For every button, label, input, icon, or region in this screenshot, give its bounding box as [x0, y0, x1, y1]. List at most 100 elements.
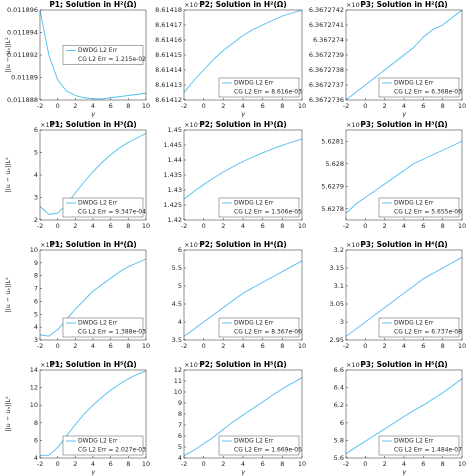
x-axis-label: γ: [402, 110, 407, 118]
legend-label: DWDG L2 Err: [394, 438, 434, 445]
legend-box: [218, 77, 300, 98]
x-axis-label: γ: [241, 468, 246, 476]
x-tick-label: 6: [261, 342, 265, 350]
x-tick-label: 10: [458, 460, 466, 468]
y-tick-label: 5.6: [334, 454, 344, 462]
line: [184, 138, 302, 200]
y-tick-label: 6: [34, 436, 38, 444]
axis-multiplier: ×10⁻⁵: [184, 121, 204, 129]
chart-title: P1; Solution in H³(Ω): [49, 120, 136, 129]
x-tick-label: 4: [402, 460, 406, 468]
x-tick-label: 2: [221, 102, 225, 110]
x-tick-label: 8: [280, 102, 284, 110]
line: [40, 10, 146, 100]
y-tick-label: 3.15: [330, 264, 344, 272]
legend-label: DWDG L2 Err: [234, 438, 274, 445]
legend-box: [62, 317, 144, 338]
y-tick-label: 8.61414: [155, 66, 182, 74]
x-tick-label: 0: [363, 342, 367, 350]
chart-title: P2; Solution in H⁵(Ω): [199, 360, 286, 369]
axis-multiplier: ×10⁻⁶: [184, 241, 204, 249]
x-tick-label: 8: [126, 460, 130, 468]
x-tick-label: 4: [402, 342, 406, 350]
x-tick-label: 0: [56, 342, 60, 350]
legend-label: DWDG L2 Err: [78, 200, 118, 207]
legend-label: DWDG L2 Err: [234, 320, 274, 327]
x-tick-label: 2: [383, 222, 387, 230]
y-tick-label: 6.3672742: [309, 6, 344, 14]
x-tick-label: 6: [421, 222, 425, 230]
y-tick-label: 4: [34, 171, 38, 179]
y-tick-label: 0.011892: [7, 51, 38, 59]
y-tick-label: 6: [34, 126, 38, 134]
x-tick-label: -2: [181, 102, 187, 110]
x-tick-label: 0: [202, 460, 206, 468]
y-tick-label: 5: [178, 443, 182, 451]
x-tick-label: -2: [37, 222, 43, 230]
legend-box: [378, 317, 460, 338]
x-tick-label: 0: [202, 342, 206, 350]
legend-label: DWDG L2 Err: [78, 47, 118, 54]
y-tick-label: 8.61413: [155, 81, 182, 89]
axis-multiplier: ×10⁻⁴: [40, 361, 60, 369]
y-tick-label: 10: [30, 246, 38, 254]
y-tick-label: 6.3672737: [309, 81, 344, 89]
y-tick-label: 3: [34, 194, 38, 202]
legend-note: CG L2 Err = 1.388e-03: [78, 329, 146, 336]
y-tick-label: 6.3672739: [309, 51, 344, 59]
x-tick-label: 10: [142, 460, 150, 468]
x-tick-label: 10: [298, 102, 306, 110]
legend-box: [62, 197, 144, 218]
y-tick-label: 6: [34, 297, 38, 305]
y-tick-label: 3.5: [172, 336, 182, 344]
y-tick-label: 1.42: [168, 216, 182, 224]
chart-title: P1; Solution in H⁵(Ω): [49, 360, 136, 369]
y-tick-label: 0.01189: [11, 74, 38, 82]
x-tick-label: 10: [142, 102, 150, 110]
y-tick-label: 1.445: [163, 141, 182, 149]
axis-multiplier: ×10⁻⁶: [346, 121, 366, 129]
x-tick-label: 6: [261, 222, 265, 230]
y-tick-label: 6: [340, 419, 344, 427]
axis-multiplier: ×10⁻⁴: [40, 241, 60, 249]
y-tick-label: 3.1: [334, 282, 344, 290]
axes-box: [183, 249, 303, 341]
x-tick-label: 8: [126, 102, 130, 110]
y-tick-label: 6.6: [334, 366, 344, 374]
y-tick-label: 5.628: [325, 160, 344, 168]
subplot: P3; Solution in H⁴(Ω)×10⁻⁸ 2.95 3 3.05 3.1 3.…: [330, 240, 467, 350]
y-tick-label: 5: [34, 310, 38, 318]
x-tick-label: 6: [261, 460, 265, 468]
y-tick-label: 3.2: [334, 246, 344, 254]
chart-title: P1; Solution in H⁴(Ω): [49, 240, 136, 249]
x-tick-label: 0: [363, 460, 367, 468]
axis-multiplier: ×10⁻⁶: [184, 361, 204, 369]
y-tick-label: 4: [34, 323, 38, 331]
y-tick-label: 12: [174, 366, 182, 374]
legend-label: DWDG L2 Err: [394, 320, 434, 327]
subplot: P3; Solution in H⁵(Ω)×10⁻⁸ γ 5.6 5.8 6 6.2 6.4…: [334, 360, 466, 476]
y-tick-label: 8: [34, 272, 38, 280]
legend-box: [378, 77, 460, 98]
y-tick-label: 2: [34, 216, 38, 224]
x-tick-label: 8: [280, 460, 284, 468]
legend-label: DWDG L2 Err: [394, 80, 434, 87]
line: [184, 10, 302, 93]
x-tick-label: 0: [363, 102, 367, 110]
x-tick-label: 2: [221, 222, 225, 230]
subplot: P2; Solution in H³(Ω)×10⁻⁵ 1.42 1.425 1.43 1…: [163, 120, 306, 230]
x-tick-label: 4: [241, 222, 245, 230]
axes-box: [39, 369, 147, 459]
y-tick-label: 3.05: [330, 300, 344, 308]
y-tick-label: 7: [34, 285, 38, 293]
line: [184, 260, 302, 337]
line: [40, 132, 146, 215]
y-tick-label: 6.3672741: [309, 21, 344, 29]
y-tick-label: 7: [178, 421, 182, 429]
x-tick-label: -2: [343, 222, 349, 230]
y-tick-label: 3: [34, 336, 38, 344]
x-tick-label: 6: [261, 102, 265, 110]
subplot: P3; Solution in H³(Ω)×10⁻⁶ 5.6278 5.6279 5.…: [321, 120, 466, 230]
legend-note: CG L2 Err = 6.737e-08: [394, 329, 462, 336]
x-tick-label: -2: [37, 460, 43, 468]
